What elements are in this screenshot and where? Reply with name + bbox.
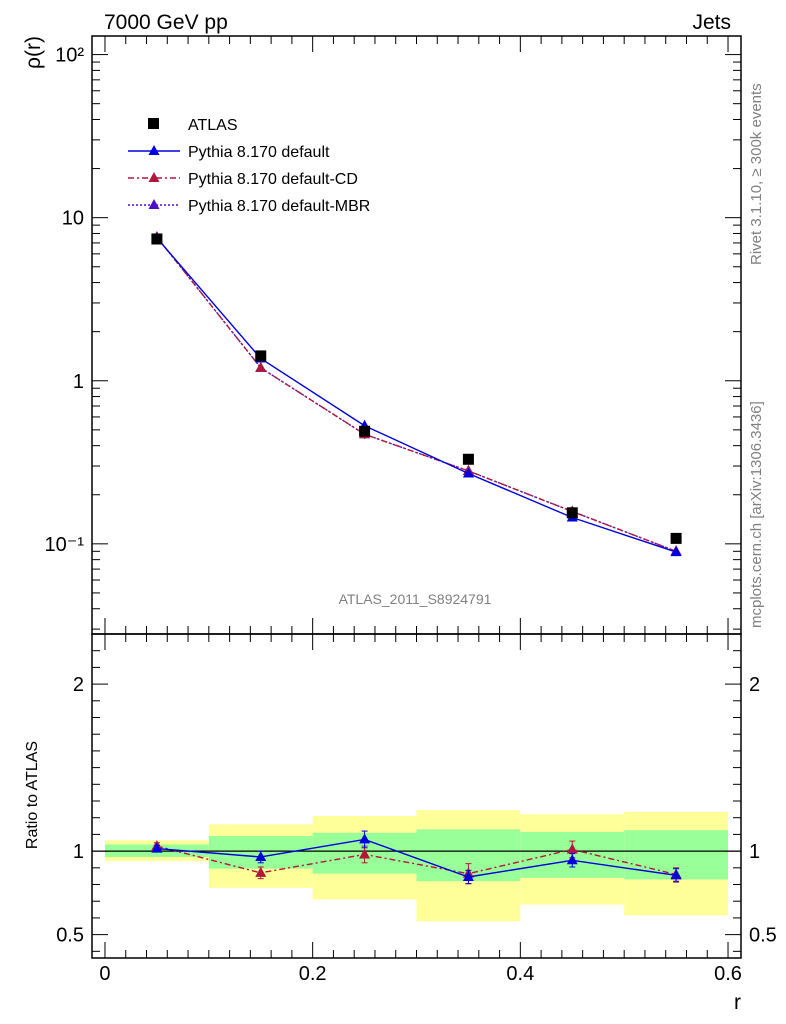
ratio-point [255, 866, 267, 877]
main-point [462, 467, 474, 478]
main-point [566, 507, 578, 519]
ratio-series-line [156, 838, 677, 878]
main-point [359, 425, 371, 437]
main-series-1 [151, 232, 682, 557]
main-y-tick-label: 1 [73, 371, 84, 393]
legend-marker [148, 172, 160, 182]
main-point [151, 233, 163, 245]
rivet-version-label: Rivet 3.1.10, ≥ 300k events [748, 83, 765, 265]
legend-label: Pythia 8.170 default-MBR [188, 198, 370, 215]
ratio-point [359, 848, 371, 859]
main-point [670, 546, 682, 557]
ratio-y-tick-label-left: 1 [73, 841, 84, 863]
legend-marker [148, 118, 159, 129]
main-series-2 [151, 231, 682, 556]
main-series-0 [151, 233, 682, 544]
ratio-series-1 [151, 830, 682, 885]
ratio-y-tick-label-right: 1 [749, 841, 760, 863]
legend-marker [148, 199, 160, 209]
ratio-point [151, 842, 163, 853]
ratio-point [255, 850, 267, 861]
ratio-point [566, 854, 578, 865]
main-y-tick-label: 10 [62, 208, 84, 230]
main-series-3 [151, 231, 682, 556]
ratio-y-tick-label-left: 2 [73, 674, 84, 696]
main-series-line [156, 237, 677, 553]
main-series-line [156, 236, 677, 552]
legend-label: ATLAS [188, 117, 238, 134]
x-tick-label: 0.6 [714, 963, 742, 985]
x-tick-label: 0 [99, 963, 110, 985]
main-point [255, 350, 267, 362]
legend-item-0: ATLAS [148, 117, 238, 134]
main-series-line [156, 236, 677, 552]
ratio-y-tick-label-right: 2 [749, 674, 760, 696]
x-axis-label: r [734, 991, 741, 1014]
main-y-tick-label: 10² [55, 45, 84, 67]
legend-item-1: Pythia 8.170 default [128, 144, 330, 161]
x-tick-label: 0.4 [506, 963, 534, 985]
mcplots-label: mcplots.cern.ch [arXiv:1306.3436] [748, 401, 765, 628]
ratio-point [462, 871, 474, 881]
ratio-series-line [156, 845, 677, 876]
ratio-y-axis-label: Ratio to ATLAS [24, 741, 41, 849]
ratio-point [670, 869, 682, 880]
legend-label: Pythia 8.170 default-CD [188, 171, 358, 188]
legend-item-2: Pythia 8.170 default-CD [128, 171, 358, 188]
main-point [255, 361, 267, 372]
main-y-tick-label: 10⁻¹ [45, 534, 85, 556]
main-y-axis-label: ρ(r) [22, 36, 45, 69]
header-right-label: Jets [692, 11, 731, 34]
legend-item-3: Pythia 8.170 default-MBR [128, 198, 370, 215]
legend-marker [148, 145, 160, 155]
ratio-y-tick-label-left: 0.5 [56, 925, 84, 947]
x-tick-label: 0.2 [299, 963, 327, 985]
ratio-point [566, 843, 578, 854]
ratio-y-tick-label-right: 0.5 [749, 925, 777, 947]
main-point [462, 453, 474, 465]
main-point [670, 532, 682, 544]
ratio-point [359, 833, 371, 844]
legend-label: Pythia 8.170 default [188, 144, 330, 161]
ratio-panel: 0.5 0.5 1 1 2 2 0 0.2 0.4 0.6 [56, 633, 777, 985]
legend: ATLAS Pythia 8.170 default Pythia 8.170 de… [128, 117, 370, 215]
analysis-watermark: ATLAS_2011_S8924791 [339, 591, 492, 607]
header-left-label: 7000 GeV pp [104, 11, 228, 34]
